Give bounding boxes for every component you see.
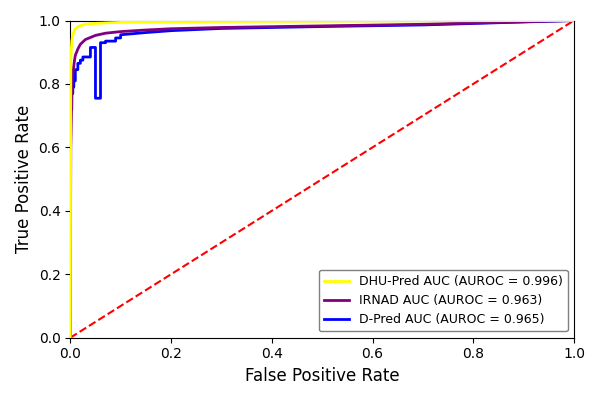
IRNAD AUC (AUROC = 0.963) [571,18,578,23]
D-Pred AUC (AUROC = 0.965) [79,54,86,59]
D-Pred AUC (AUROC = 0.965) [68,107,76,112]
DHU-Pred AUC (AUROC = 0.996) [107,20,114,25]
DHU-Pred AUC (AUROC = 0.996) [68,39,76,44]
IRNAD AUC (AUROC = 0.963) [218,25,225,30]
IRNAD AUC (AUROC = 0.963) [74,47,82,52]
D-Pred AUC (AUROC = 0.965) [319,24,326,29]
IRNAD AUC (AUROC = 0.963) [67,335,74,340]
IRNAD AUC (AUROC = 0.963) [72,53,79,58]
IRNAD AUC (AUROC = 0.963) [67,145,74,150]
D-Pred AUC (AUROC = 0.965) [102,39,109,44]
DHU-Pred AUC (AUROC = 0.996) [72,27,79,32]
D-Pred AUC (AUROC = 0.965) [218,26,225,31]
D-Pred AUC (AUROC = 0.965) [102,40,109,45]
D-Pred AUC (AUROC = 0.965) [70,78,77,83]
D-Pred AUC (AUROC = 0.965) [72,78,79,83]
DHU-Pred AUC (AUROC = 0.996) [419,18,427,23]
Legend: DHU-Pred AUC (AUROC = 0.996), IRNAD AUC (AUROC = 0.963), D-Pred AUC (AUROC = 0.9: DHU-Pred AUC (AUROC = 0.996), IRNAD AUC … [319,270,568,332]
D-Pred AUC (AUROC = 0.965) [92,96,99,101]
DHU-Pred AUC (AUROC = 0.996) [167,19,175,24]
IRNAD AUC (AUROC = 0.963) [167,26,175,31]
D-Pred AUC (AUROC = 0.965) [77,58,84,62]
D-Pred AUC (AUROC = 0.965) [69,91,76,96]
D-Pred AUC (AUROC = 0.965) [117,32,124,37]
IRNAD AUC (AUROC = 0.963) [69,72,76,77]
D-Pred AUC (AUROC = 0.965) [67,335,74,340]
IRNAD AUC (AUROC = 0.963) [117,29,124,34]
D-Pred AUC (AUROC = 0.965) [112,39,119,44]
D-Pred AUC (AUROC = 0.965) [70,85,77,90]
D-Pred AUC (AUROC = 0.965) [419,22,427,27]
IRNAD AUC (AUROC = 0.963) [92,33,99,38]
D-Pred AUC (AUROC = 0.965) [142,30,149,35]
D-Pred AUC (AUROC = 0.965) [97,96,104,101]
IRNAD AUC (AUROC = 0.963) [82,37,89,42]
IRNAD AUC (AUROC = 0.963) [77,42,84,47]
IRNAD AUC (AUROC = 0.963) [102,31,109,36]
Line: IRNAD AUC (AUROC = 0.963): IRNAD AUC (AUROC = 0.963) [70,20,574,338]
DHU-Pred AUC (AUROC = 0.996) [92,21,99,26]
DHU-Pred AUC (AUROC = 0.996) [571,18,578,23]
D-Pred AUC (AUROC = 0.965) [77,61,84,66]
D-Pred AUC (AUROC = 0.965) [72,67,79,72]
DHU-Pred AUC (AUROC = 0.996) [74,24,82,29]
D-Pred AUC (AUROC = 0.965) [74,67,82,72]
D-Pred AUC (AUROC = 0.965) [67,107,74,112]
Y-axis label: True Positive Rate: True Positive Rate [15,105,33,253]
IRNAD AUC (AUROC = 0.963) [71,59,78,64]
Line: DHU-Pred AUC (AUROC = 0.996): DHU-Pred AUC (AUROC = 0.996) [70,20,574,338]
IRNAD AUC (AUROC = 0.963) [319,24,326,28]
D-Pred AUC (AUROC = 0.965) [69,85,76,90]
DHU-Pred AUC (AUROC = 0.996) [218,19,225,24]
D-Pred AUC (AUROC = 0.965) [571,18,578,23]
D-Pred AUC (AUROC = 0.965) [112,36,119,40]
D-Pred AUC (AUROC = 0.965) [167,28,175,33]
D-Pred AUC (AUROC = 0.965) [87,54,94,59]
DHU-Pred AUC (AUROC = 0.996) [77,23,84,28]
Line: D-Pred AUC (AUROC = 0.965): D-Pred AUC (AUROC = 0.965) [70,20,574,338]
IRNAD AUC (AUROC = 0.963) [68,94,76,99]
IRNAD AUC (AUROC = 0.963) [142,28,149,32]
X-axis label: False Positive Rate: False Positive Rate [245,367,400,385]
D-Pred AUC (AUROC = 0.965) [87,45,94,50]
D-Pred AUC (AUROC = 0.965) [79,58,86,62]
IRNAD AUC (AUROC = 0.963) [419,22,427,27]
D-Pred AUC (AUROC = 0.965) [92,45,99,50]
DHU-Pred AUC (AUROC = 0.996) [319,19,326,24]
DHU-Pred AUC (AUROC = 0.996) [69,32,76,37]
DHU-Pred AUC (AUROC = 0.996) [67,335,74,340]
DHU-Pred AUC (AUROC = 0.996) [117,20,124,25]
D-Pred AUC (AUROC = 0.965) [68,91,76,96]
D-Pred AUC (AUROC = 0.965) [74,61,82,66]
DHU-Pred AUC (AUROC = 0.996) [82,22,89,27]
D-Pred AUC (AUROC = 0.965) [97,40,104,45]
DHU-Pred AUC (AUROC = 0.996) [67,56,74,61]
D-Pred AUC (AUROC = 0.965) [117,36,124,40]
DHU-Pred AUC (AUROC = 0.996) [71,28,78,33]
